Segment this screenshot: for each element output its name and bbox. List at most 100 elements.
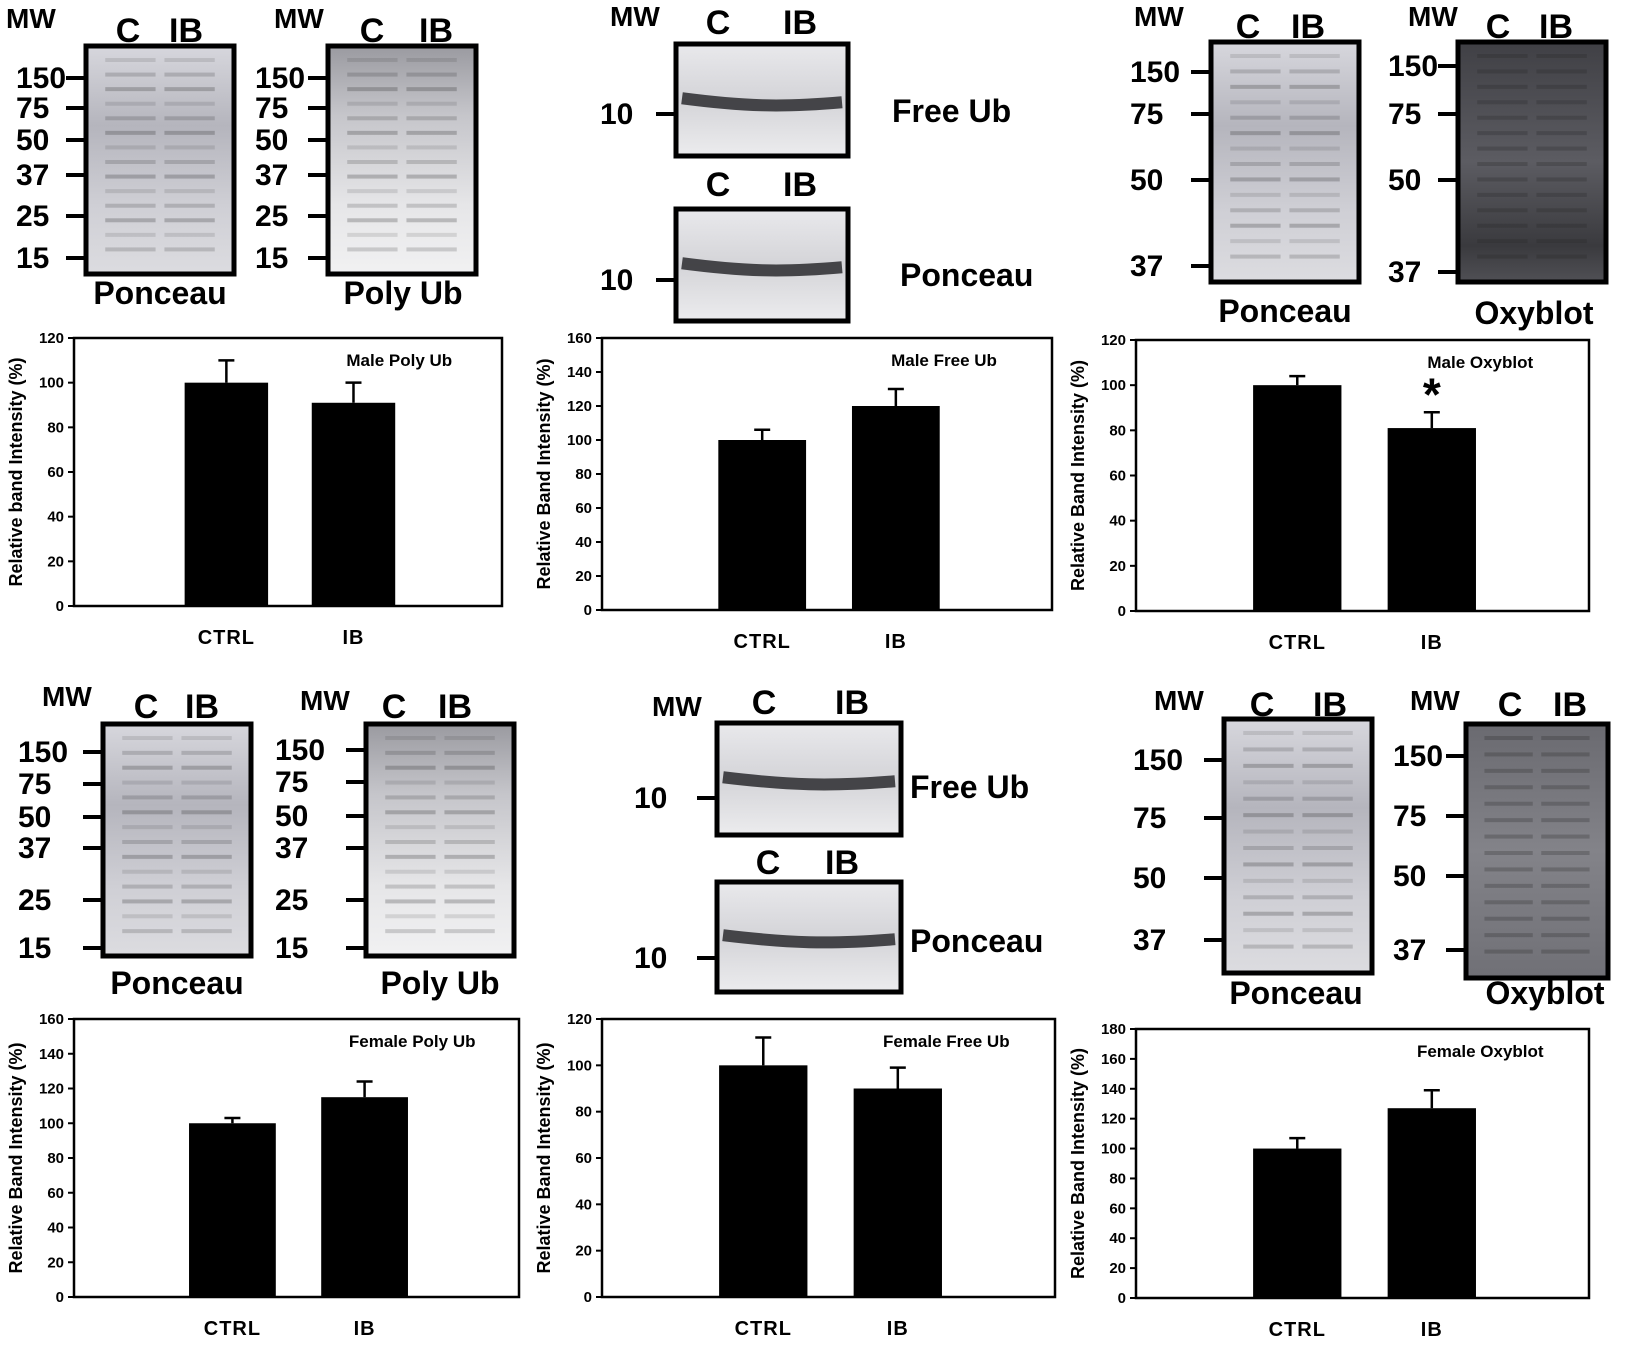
plot-frame (1134, 338, 1591, 613)
mw-label: MW (1408, 1, 1458, 32)
lane-band (347, 247, 398, 252)
lane-band (1289, 54, 1340, 58)
lane-band (1230, 84, 1281, 89)
lane-ib (181, 736, 232, 934)
lane-band (164, 130, 215, 135)
bar-ctrl (718, 440, 807, 610)
lane-band (385, 929, 436, 934)
lane-band (1302, 928, 1353, 933)
lane-band (1484, 900, 1533, 905)
lane-band (1477, 192, 1528, 197)
blot-frame (714, 879, 904, 995)
lane-band (105, 247, 156, 252)
lane-band (1484, 949, 1533, 954)
lane-band (1477, 239, 1528, 244)
lane-band (444, 854, 495, 859)
bar-ctrl (189, 1123, 276, 1297)
bar-chart-3: 0 20 40 60 80 100 120 Relative Band Intensity (… (1068, 332, 1591, 654)
lane-c (122, 736, 173, 934)
lane-label-ib: IB (783, 4, 817, 42)
lane-band (1477, 146, 1528, 151)
lane-band (385, 765, 436, 770)
blot-male-oxy-2: MW C IB 150 75 50 37 Oxyblot (1388, 1, 1609, 331)
lane-band (181, 854, 232, 859)
lane-band (1243, 780, 1294, 785)
lane-label-c: C (360, 12, 385, 50)
x-tick-label-ib: IB (1421, 1319, 1443, 1341)
y-tick-label: 0 (1118, 1290, 1126, 1307)
lane-band (181, 914, 232, 919)
lane-band (105, 72, 156, 77)
lane-band (1536, 84, 1587, 89)
mw-marker-75: 75 (255, 92, 288, 125)
lane-band (347, 174, 398, 179)
lane-band (1484, 883, 1533, 888)
lane-band (444, 736, 495, 740)
mw-marker-37: 37 (1388, 256, 1421, 289)
lane-band (385, 750, 436, 755)
lane-band (406, 116, 457, 121)
blot-male-free-2: C IB 10 Ponceau (600, 166, 1033, 324)
chart-title: Male Oxyblot (1427, 353, 1533, 372)
lane-c (385, 736, 436, 934)
y-tick-label: 40 (47, 509, 64, 526)
lane-band (444, 795, 495, 800)
lane-band (1484, 916, 1533, 921)
mw-marker-37: 37 (18, 832, 51, 865)
x-tick-label-ctrl: CTRL (1269, 632, 1326, 654)
lane-band (164, 218, 215, 223)
lane-band (444, 914, 495, 919)
lane-band (1536, 131, 1587, 136)
mw-marker-10: 10 (600, 98, 633, 131)
x-tick-label-ctrl: CTRL (734, 631, 791, 653)
mw-marker-37: 37 (1133, 924, 1166, 957)
y-tick-label: 60 (47, 1185, 64, 1202)
lane-label-ib: IB (835, 684, 869, 722)
lane-label-c: C (756, 844, 781, 882)
lane-band (406, 218, 457, 223)
lane-band (1536, 177, 1587, 182)
lane-label-c: C (116, 12, 141, 50)
y-tick-label: 0 (1118, 603, 1126, 620)
significance-marker: * (1423, 368, 1441, 420)
lane-band (181, 810, 232, 815)
blot-caption: Oxyblot (1485, 975, 1604, 1011)
mw-marker-37: 37 (275, 832, 308, 865)
bar-ctrl (1253, 385, 1342, 611)
lane-band (347, 101, 398, 106)
bar-chart-4: 0 20 40 60 80 100 120 140 160 Relative Band Inten… (6, 1011, 521, 1340)
lane-band (1541, 752, 1590, 757)
blot-caption: Free Ub (910, 769, 1029, 805)
lane-band (347, 160, 398, 164)
x-tick-label-ib: IB (342, 627, 364, 649)
chart-title: Male Free Ub (891, 351, 997, 370)
blot-caption: Poly Ub (380, 965, 499, 1001)
lane-band (1230, 69, 1281, 74)
lane-label-ib: IB (169, 12, 203, 50)
lane-label-ib: IB (825, 844, 859, 882)
lane-band (1541, 883, 1590, 888)
y-tick-label: 180 (1101, 1021, 1126, 1038)
lane-band (1536, 115, 1587, 120)
lane-band (1536, 69, 1587, 74)
y-tick-label: 120 (39, 1081, 64, 1098)
lane-band (1484, 867, 1533, 872)
lane-band (385, 884, 436, 889)
blot-frame (714, 720, 904, 838)
mw-marker-50: 50 (1388, 164, 1421, 197)
mw-label: MW (6, 3, 56, 34)
lane-band (122, 914, 173, 919)
lane-band (122, 795, 173, 800)
lane-band (1484, 801, 1533, 806)
lane-band (105, 58, 156, 62)
lane-band (1484, 834, 1533, 839)
lane-band (1302, 862, 1353, 867)
mw-marker-15: 15 (18, 932, 51, 965)
lane-band (406, 160, 457, 164)
lane-band (164, 232, 215, 237)
lane-band (1302, 780, 1353, 785)
y-tick-label: 40 (47, 1220, 64, 1237)
lane-band (1477, 69, 1528, 74)
